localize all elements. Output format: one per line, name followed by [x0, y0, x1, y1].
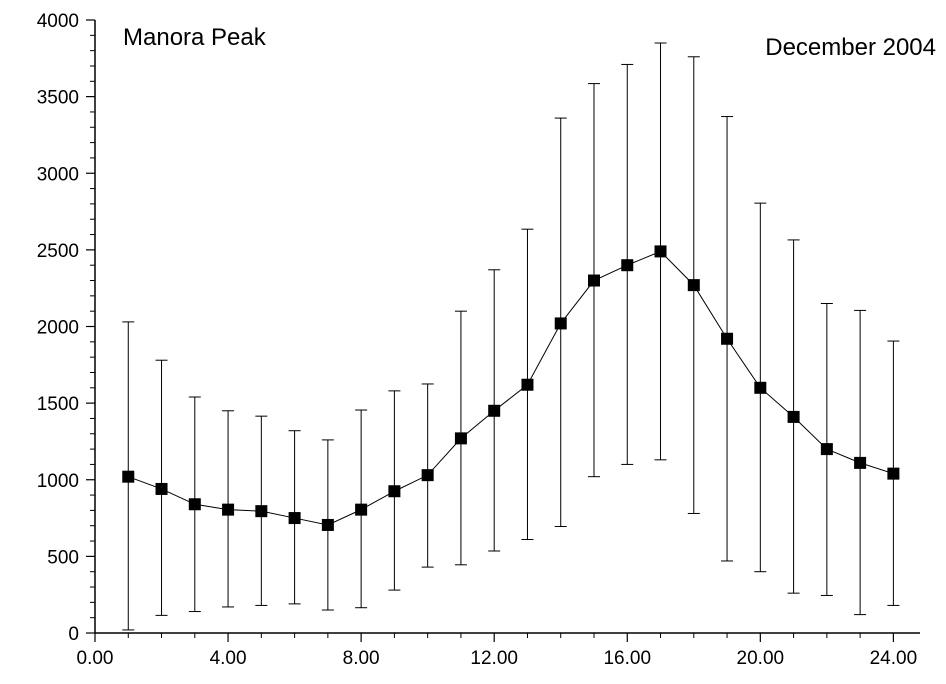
- y-tick-label: 500: [47, 547, 79, 568]
- tick-labels: 0 500 1000 1500 2000 2500 3000 3500 4000 0.00 4.00…: [37, 11, 917, 669]
- y-tick-label: 3500: [37, 88, 79, 109]
- y-tick-label: 3000: [37, 164, 79, 185]
- y-tick-label: 0: [68, 624, 79, 645]
- data-point: [288, 512, 301, 525]
- y-tick-label: 4000: [37, 11, 79, 32]
- data-point: [222, 503, 235, 516]
- data-point: [255, 505, 268, 518]
- data-point: [155, 482, 168, 495]
- data-point: [554, 317, 567, 330]
- x-tick-label: 4.00: [210, 648, 247, 669]
- data-point: [654, 245, 667, 258]
- data-point: [820, 443, 833, 456]
- data-point: [488, 404, 501, 417]
- data-point: [355, 503, 368, 516]
- data-point: [787, 410, 800, 423]
- data-point: [687, 279, 700, 292]
- x-tick-label: 16.00: [603, 648, 651, 669]
- data-point: [754, 381, 767, 394]
- data-point: [854, 456, 867, 469]
- data-series: [122, 245, 900, 531]
- chart-title: Manora Peak: [123, 24, 267, 51]
- data-point: [122, 470, 135, 483]
- axes: [94, 20, 920, 634]
- data-point: [321, 518, 334, 531]
- data-point: [721, 332, 734, 345]
- error-bars: [122, 42, 900, 631]
- y-tick-label: 1000: [37, 471, 79, 492]
- x-tick-label: 0.00: [77, 648, 114, 669]
- y-tick-label: 1500: [37, 394, 79, 415]
- data-point: [388, 485, 401, 498]
- data-point: [421, 469, 434, 482]
- y-tick-label: 2500: [37, 241, 79, 262]
- data-point: [887, 467, 900, 480]
- data-point: [587, 274, 600, 287]
- series-line: [128, 250, 894, 526]
- x-tick-label: 12.00: [470, 648, 518, 669]
- data-point: [454, 432, 467, 445]
- x-tick-label: 20.00: [737, 648, 785, 669]
- y-tick-label: 2000: [37, 318, 79, 339]
- x-tick-label: 24.00: [870, 648, 918, 669]
- x-tick-label: 8.00: [343, 648, 380, 669]
- tick-marks: [86, 19, 894, 642]
- chart-subtitle: December 2004: [765, 34, 936, 61]
- data-point: [621, 259, 634, 272]
- data-point: [521, 378, 534, 391]
- data-point: [188, 498, 201, 511]
